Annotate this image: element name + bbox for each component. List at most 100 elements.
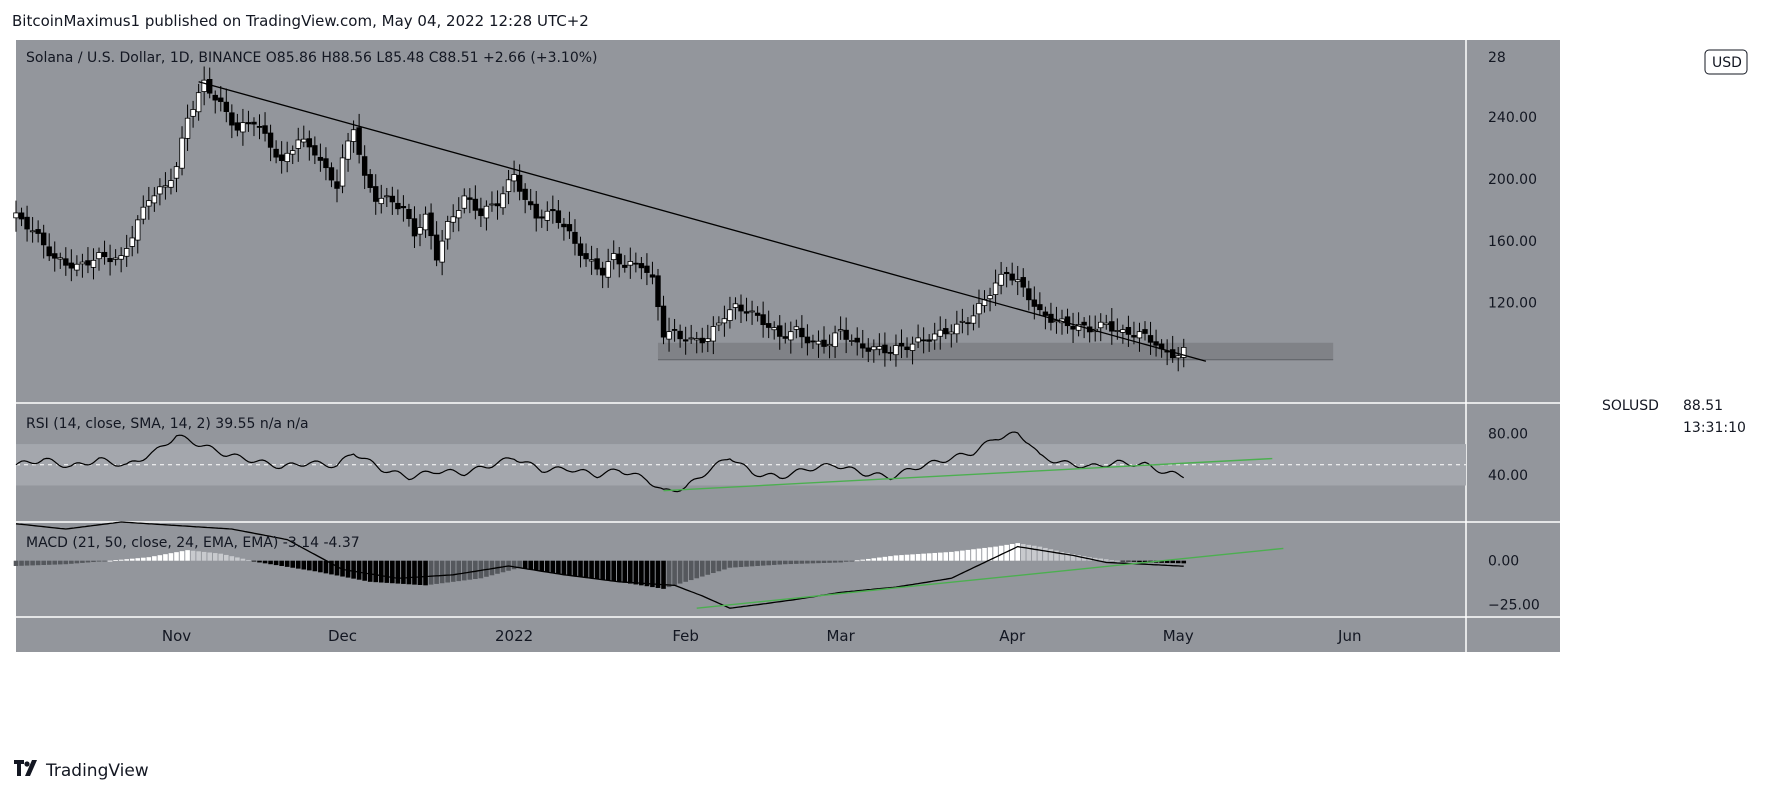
macd-histogram-bar[interactable] [567, 560, 572, 576]
macd-histogram-bar[interactable] [782, 560, 788, 565]
candle-body[interactable] [13, 212, 19, 219]
candle-body[interactable] [688, 337, 694, 340]
macd-histogram-bar[interactable] [965, 549, 971, 561]
candle-body[interactable] [157, 186, 163, 195]
candle-body[interactable] [871, 346, 877, 351]
macd-histogram-bar[interactable] [279, 560, 284, 566]
candle-body[interactable] [267, 132, 274, 148]
candle-body[interactable] [118, 255, 124, 260]
macd-histogram-bar[interactable] [1181, 560, 1187, 564]
macd-histogram-bar[interactable] [1009, 543, 1015, 561]
macd-histogram-bar[interactable] [351, 560, 356, 579]
macd-histogram-bar[interactable] [273, 560, 279, 566]
candle-body[interactable] [135, 219, 141, 241]
macd-histogram-bar[interactable] [340, 560, 345, 577]
candle-body[interactable] [356, 127, 362, 155]
macd-histogram-bar[interactable] [290, 560, 296, 568]
candle-body[interactable] [29, 230, 36, 233]
candle-body[interactable] [129, 237, 135, 247]
candle-body[interactable] [882, 344, 888, 354]
candle-body[interactable] [179, 137, 185, 169]
macd-histogram-bar[interactable] [794, 560, 799, 564]
macd-histogram-bar[interactable] [904, 554, 910, 561]
macd-histogram-bar[interactable] [229, 556, 235, 561]
candle-body[interactable] [605, 261, 611, 278]
candle-body[interactable] [278, 154, 285, 161]
macd-histogram-bar[interactable] [722, 560, 727, 570]
candle-body[interactable] [655, 275, 661, 308]
candle-body[interactable] [201, 79, 207, 92]
candle-body[interactable] [494, 203, 501, 207]
candle-body[interactable] [146, 200, 152, 207]
macd-histogram-bar[interactable] [628, 560, 633, 584]
candle-body[interactable] [1175, 355, 1181, 359]
candle-body[interactable] [1181, 346, 1187, 358]
macd-histogram-bar[interactable] [705, 560, 711, 575]
candle-body[interactable] [101, 251, 108, 258]
macd-histogram-bar[interactable] [1065, 552, 1070, 561]
candle-body[interactable] [749, 310, 755, 313]
candle-body[interactable] [40, 232, 47, 246]
symbol-tag[interactable] [1594, 391, 1674, 417]
candle-body[interactable] [965, 322, 971, 325]
candle-body[interactable] [411, 218, 418, 237]
candle-body[interactable] [815, 340, 822, 345]
candle-body[interactable] [1098, 321, 1104, 329]
candle-body[interactable] [561, 223, 567, 228]
candle-body[interactable] [79, 261, 86, 265]
candle-body[interactable] [926, 339, 932, 342]
macd-histogram-bar[interactable] [318, 560, 323, 573]
candle-body[interactable] [240, 122, 246, 133]
macd-histogram-bar[interactable] [556, 560, 561, 574]
macd-histogram-bar[interactable] [35, 560, 41, 566]
macd-histogram-bar[interactable] [196, 551, 201, 561]
macd-histogram-bar[interactable] [235, 557, 240, 561]
macd-histogram-bar[interactable] [937, 552, 943, 561]
candle-body[interactable] [1169, 349, 1176, 359]
macd-histogram-bar[interactable] [384, 560, 390, 583]
macd-histogram-bar[interactable] [478, 560, 484, 579]
macd-histogram-bar[interactable] [1126, 560, 1131, 562]
macd-histogram-bar[interactable] [168, 553, 174, 561]
macd-histogram-bar[interactable] [511, 560, 517, 570]
macd-histogram-bar[interactable] [1098, 558, 1104, 561]
macd-histogram-bar[interactable] [849, 560, 854, 562]
candle-body[interactable] [35, 229, 41, 234]
candle-body[interactable] [345, 140, 351, 160]
candle-body[interactable] [74, 263, 80, 271]
candle-body[interactable] [544, 210, 550, 221]
macd-histogram-bar[interactable] [616, 560, 622, 582]
candle-body[interactable] [622, 264, 628, 268]
candle-body[interactable] [168, 180, 174, 188]
macd-histogram-bar[interactable] [91, 560, 96, 563]
candle-body[interactable] [810, 340, 816, 343]
candle-body[interactable] [1125, 326, 1132, 335]
macd-histogram-bar[interactable] [218, 553, 224, 561]
macd-histogram-bar[interactable] [727, 560, 733, 568]
candle-body[interactable] [694, 338, 700, 341]
candle-body[interactable] [123, 248, 130, 257]
candle-body[interactable] [843, 329, 849, 340]
candle-body[interactable] [660, 305, 667, 338]
macd-histogram-bar[interactable] [445, 560, 450, 583]
candle-body[interactable] [24, 216, 30, 230]
macd-histogram-bar[interactable] [655, 560, 661, 588]
macd-histogram-bar[interactable] [484, 560, 489, 577]
candle-body[interactable] [456, 210, 462, 219]
macd-histogram-bar[interactable] [1015, 543, 1021, 561]
candle-body[interactable] [422, 213, 429, 231]
macd-histogram-bar[interactable] [882, 556, 888, 561]
macd-histogram-bar[interactable] [639, 560, 644, 586]
candle-body[interactable] [721, 318, 728, 324]
candle-body[interactable] [848, 340, 855, 342]
candle-body[interactable] [1070, 325, 1076, 330]
macd-histogram-bar[interactable] [356, 560, 362, 580]
macd-histogram-bar[interactable] [1137, 560, 1142, 563]
candle-body[interactable] [876, 346, 883, 350]
macd-histogram-bar[interactable] [788, 560, 794, 565]
candle-body[interactable] [85, 260, 91, 266]
candle-body[interactable] [439, 240, 445, 263]
candle-body[interactable] [107, 258, 113, 263]
candle-body[interactable] [433, 234, 440, 261]
candle-body[interactable] [860, 343, 866, 349]
